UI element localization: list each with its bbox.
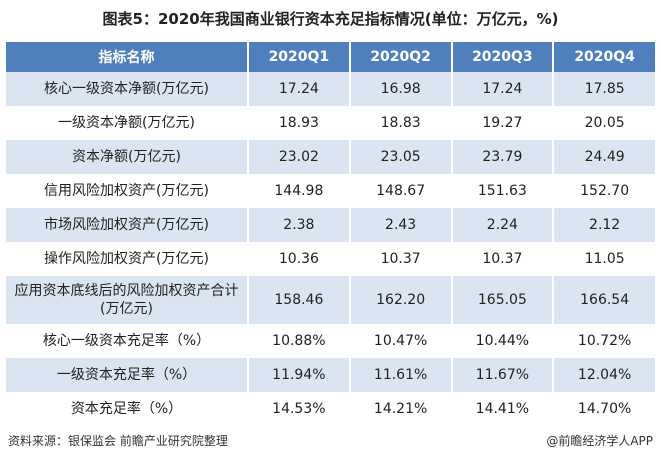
- cell-value: 10.47%: [348, 324, 452, 358]
- row-label: 一级资本充足率（%）: [6, 358, 248, 392]
- row-label: 核心一级资本充足率（%）: [6, 324, 248, 358]
- cell-value: 14.21%: [348, 392, 452, 426]
- cell-value: 16.98: [348, 72, 452, 106]
- cell-value: 17.24: [450, 72, 554, 106]
- column-header: 指标名称: [6, 42, 248, 72]
- header-row: 指标名称 2020Q1 2020Q2 2020Q3 2020Q4: [6, 42, 655, 72]
- cell-value: 158.46: [247, 276, 350, 324]
- row-label: 信用风险加权资产(万亿元): [6, 174, 248, 208]
- cell-value: 10.72%: [552, 324, 655, 358]
- cell-value: 2.12: [552, 208, 655, 242]
- table-row: 资本充足率（%） 14.53% 14.21% 14.41% 14.70%: [6, 392, 655, 426]
- cell-value: 144.98: [247, 174, 350, 208]
- cell-value: 20.05: [552, 106, 655, 140]
- watermark-credit: @前瞻经济学人APP: [546, 434, 653, 448]
- row-label: 资本充足率（%）: [6, 392, 248, 426]
- cell-value: 11.61%: [348, 358, 452, 392]
- cell-value: 165.05: [450, 276, 554, 324]
- table-row: 应用资本底线后的风险加权资产合计(万亿元) 158.46 162.20 165.05 1…: [6, 276, 655, 324]
- table-row: 一级资本净额(万亿元) 18.93 18.83 19.27 20.05: [6, 106, 655, 140]
- source-note: 资料来源：银保监会 前瞻产业研究院整理: [8, 434, 228, 448]
- column-header: 2020Q1: [247, 42, 350, 72]
- cell-value: 10.88%: [247, 324, 350, 358]
- cell-value: 151.63: [450, 174, 554, 208]
- cell-value: 162.20: [348, 276, 452, 324]
- table-row: 一级资本充足率（%） 11.94% 11.61% 11.67% 12.04%: [6, 358, 655, 392]
- row-label: 一级资本净额(万亿元): [6, 106, 248, 140]
- cell-value: 17.24: [247, 72, 350, 106]
- cell-value: 14.41%: [450, 392, 554, 426]
- row-label: 资本净额(万亿元): [6, 140, 248, 174]
- table-row: 核心一级资本充足率（%） 10.88% 10.47% 10.44% 10.72%: [6, 324, 655, 358]
- cell-value: 17.85: [552, 72, 655, 106]
- row-label: 应用资本底线后的风险加权资产合计(万亿元): [6, 276, 248, 324]
- cell-value: 23.05: [348, 140, 452, 174]
- cell-value: 23.79: [450, 140, 554, 174]
- cell-value: 18.93: [247, 106, 350, 140]
- cell-value: 148.67: [348, 174, 452, 208]
- cell-value: 14.70%: [552, 392, 655, 426]
- cell-value: 24.49: [552, 140, 655, 174]
- row-label: 操作风险加权资产(万亿元): [6, 242, 248, 276]
- cell-value: 166.54: [552, 276, 655, 324]
- cell-value: 152.70: [552, 174, 655, 208]
- data-table: 指标名称 2020Q1 2020Q2 2020Q3 2020Q4 核心一级资本净额(万亿…: [6, 42, 655, 426]
- cell-value: 10.37: [348, 242, 452, 276]
- table-row: 市场风险加权资产(万亿元) 2.38 2.43 2.24 2.12: [6, 208, 655, 242]
- row-label: 核心一级资本净额(万亿元): [6, 72, 248, 106]
- cell-value: 2.43: [348, 208, 452, 242]
- column-header: 2020Q2: [348, 42, 452, 72]
- table-row: 信用风险加权资产(万亿元) 144.98 148.67 151.63 152.70: [6, 174, 655, 208]
- cell-value: 10.37: [450, 242, 554, 276]
- cell-value: 10.36: [247, 242, 350, 276]
- cell-value: 19.27: [450, 106, 554, 140]
- column-header: 2020Q4: [552, 42, 655, 72]
- table-body: 核心一级资本净额(万亿元) 17.24 16.98 17.24 17.85 一级资本净额(…: [6, 72, 655, 426]
- table-row: 核心一级资本净额(万亿元) 17.24 16.98 17.24 17.85: [6, 72, 655, 106]
- cell-value: 2.38: [247, 208, 350, 242]
- cell-value: 10.44%: [450, 324, 554, 358]
- cell-value: 11.94%: [247, 358, 350, 392]
- table-title: 图表5：2020年我国商业银行资本充足指标情况(单位：万亿元，%): [102, 10, 559, 28]
- cell-value: 23.02: [247, 140, 350, 174]
- cell-value: 12.04%: [552, 358, 655, 392]
- row-label: 市场风险加权资产(万亿元): [6, 208, 248, 242]
- column-header: 2020Q3: [450, 42, 554, 72]
- cell-value: 11.67%: [450, 358, 554, 392]
- cell-value: 2.24: [450, 208, 554, 242]
- table-row: 资本净额(万亿元) 23.02 23.05 23.79 24.49: [6, 140, 655, 174]
- table-row: 操作风险加权资产(万亿元) 10.36 10.37 10.37 11.05: [6, 242, 655, 276]
- cell-value: 11.05: [552, 242, 655, 276]
- cell-value: 18.83: [348, 106, 452, 140]
- cell-value: 14.53%: [247, 392, 350, 426]
